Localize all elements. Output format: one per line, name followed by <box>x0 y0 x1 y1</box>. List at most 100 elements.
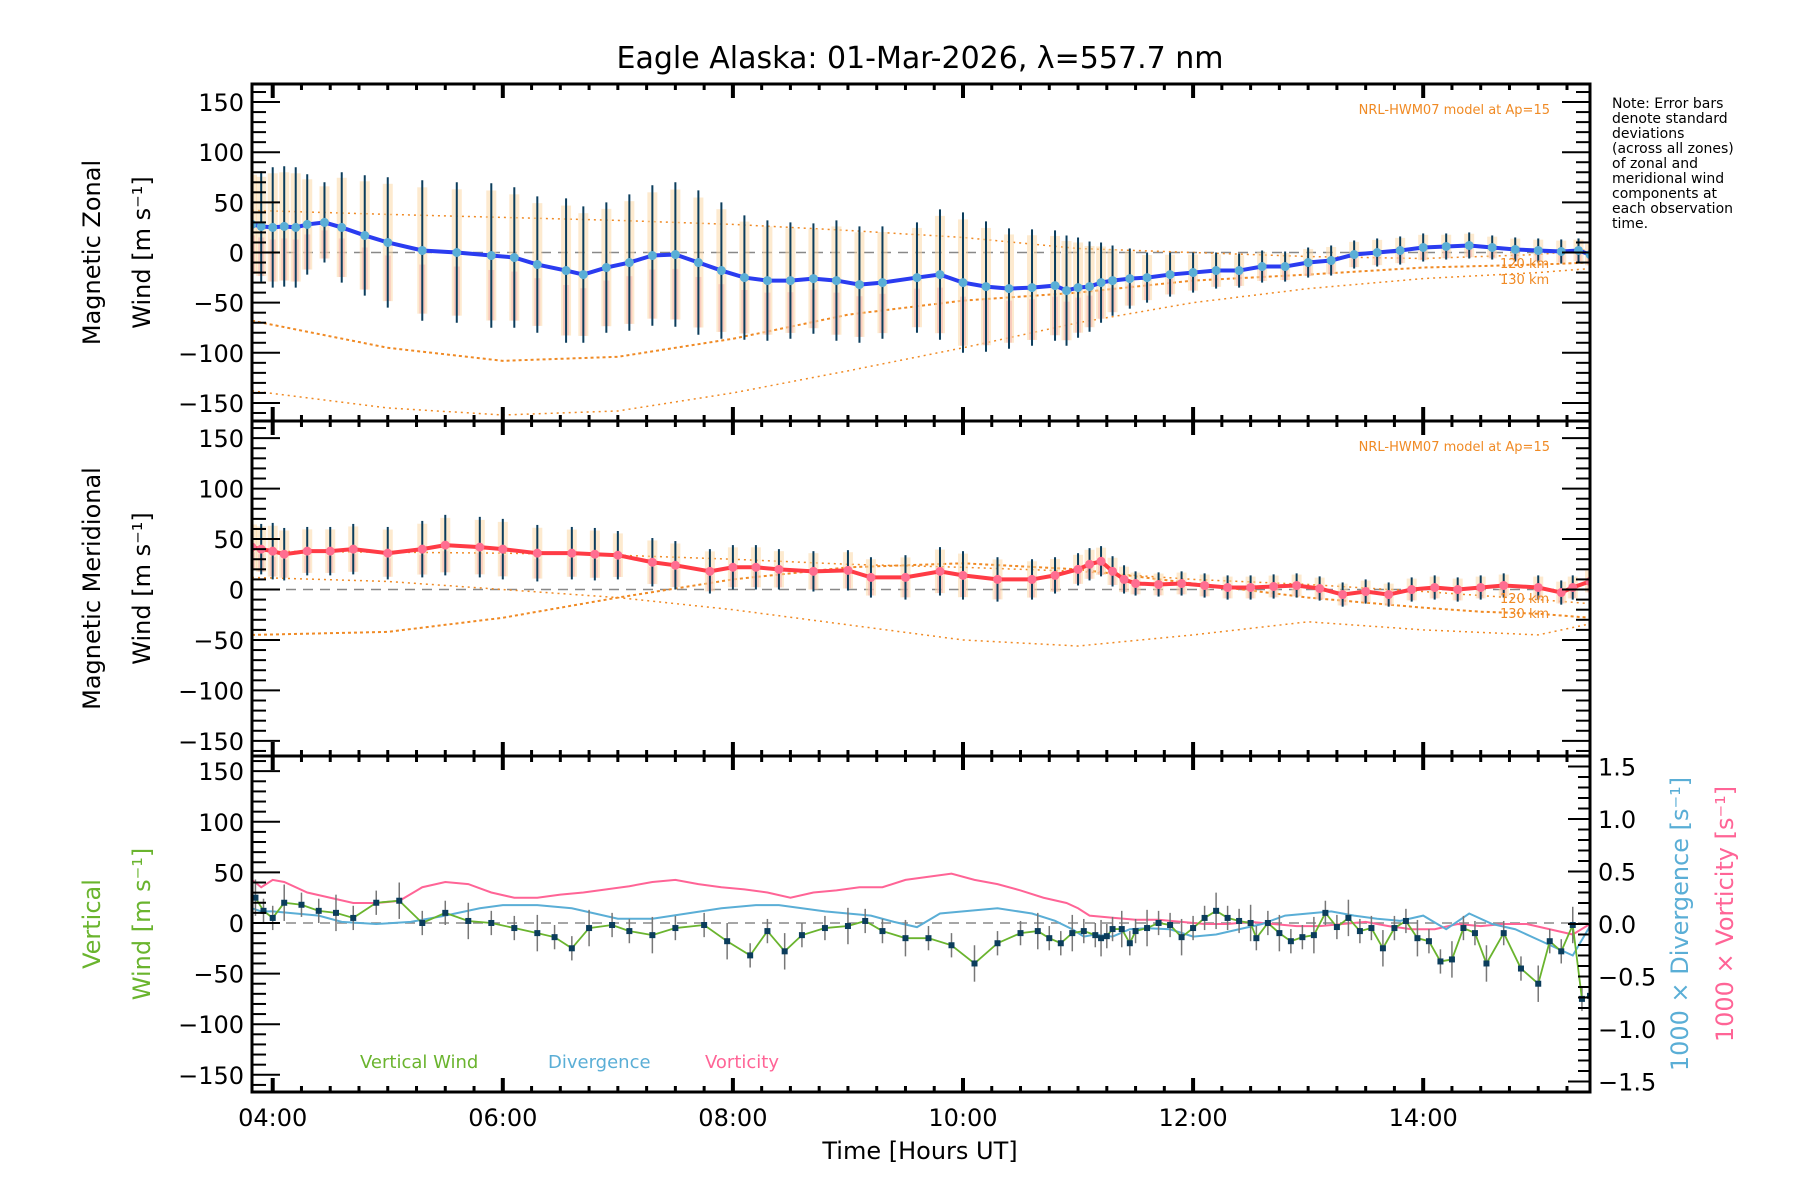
vertical-wind-point <box>1224 914 1231 921</box>
vertical-wind-point <box>609 922 616 929</box>
data-point <box>532 260 542 270</box>
data-point <box>1510 244 1520 254</box>
vertical-wind-point <box>1213 907 1220 914</box>
data-point <box>578 270 588 280</box>
y-tick-label: 150 <box>198 425 244 453</box>
plot-area <box>252 166 1590 416</box>
vertical-wind-point <box>1264 919 1271 926</box>
vertical-wind-point <box>1103 933 1110 940</box>
y-tick-label: 0 <box>229 910 244 938</box>
data-point <box>1556 246 1566 256</box>
data-point <box>601 263 611 273</box>
data-point <box>1315 584 1325 593</box>
data-point <box>1125 274 1135 284</box>
vertical-wind-point <box>1391 925 1398 932</box>
vertical-wind-point <box>269 914 276 921</box>
data-point <box>319 217 329 227</box>
vertical-wind-point <box>1310 932 1317 939</box>
y-axis-label-line1: Magnetic Zonal <box>78 160 106 345</box>
data-point <box>693 258 703 268</box>
vertical-wind-point <box>862 917 869 924</box>
vertical-wind-point <box>1247 919 1254 926</box>
x-tick-label: 12:00 <box>1159 1104 1228 1132</box>
data-point <box>532 548 542 558</box>
vertical-wind-point <box>1333 924 1340 931</box>
vorticity-axis-label: 1000 × Vorticity [s⁻¹] <box>1711 786 1739 1042</box>
vertical-wind-point <box>1118 926 1125 933</box>
y2-tick-label: 1.0 <box>1598 806 1636 834</box>
vertical-wind-point <box>442 909 449 916</box>
chart-title: Eagle Alaska: 01-Mar-2026, λ=557.7 nm <box>617 41 1224 76</box>
y2-tick-label: −1.0 <box>1598 1016 1656 1044</box>
note-line: each observation <box>1612 201 1734 217</box>
y-tick-label: −150 <box>178 1062 244 1090</box>
vertical-wind-point <box>1017 930 1024 937</box>
y2-tick-label: 0.0 <box>1598 911 1636 939</box>
data-point <box>1108 566 1118 576</box>
data-point <box>958 570 968 580</box>
note-line: denote standard <box>1612 111 1728 127</box>
y-tick-label: 50 <box>213 859 244 887</box>
data-point <box>613 550 623 560</box>
data-point <box>337 222 347 232</box>
data-point <box>1108 276 1118 286</box>
data-point <box>475 542 485 552</box>
data-point <box>1211 266 1221 276</box>
data-point <box>912 273 922 283</box>
vertical-wind-point <box>373 899 380 906</box>
y-tick-label: 100 <box>198 476 244 504</box>
data-point <box>647 251 657 261</box>
vertical-wind-point <box>798 932 805 939</box>
panel-frame <box>250 754 1592 1094</box>
data-point <box>1004 284 1014 294</box>
data-point <box>774 564 784 574</box>
vertical-wind-point <box>1368 925 1375 932</box>
plot-area <box>252 872 1590 1012</box>
vertical-wind-point <box>672 925 679 932</box>
data-point <box>383 548 393 558</box>
model-label: NRL-HWM07 model at Ap=15 <box>1359 103 1550 118</box>
vertical-wind-point <box>821 925 828 932</box>
y-tick-label: −50 <box>193 961 244 989</box>
data-point <box>1096 278 1106 288</box>
vertical-wind-point <box>1098 935 1105 942</box>
model-curve <box>252 576 1590 647</box>
y-tick-label: 100 <box>198 139 244 167</box>
altitude-label-130km: 130 km <box>1500 273 1549 288</box>
y-tick-label: 50 <box>213 526 244 554</box>
data-point <box>1246 582 1256 592</box>
data-point <box>1223 582 1233 592</box>
legend-item-divergence: Divergence <box>548 1052 651 1073</box>
data-point <box>590 549 600 559</box>
data-point <box>360 230 370 240</box>
data-point <box>1027 283 1037 293</box>
data-point <box>561 266 571 276</box>
data-point <box>843 565 853 575</box>
vertical-wind-point <box>1379 945 1386 952</box>
data-point <box>1073 564 1083 574</box>
data-point <box>1568 582 1578 592</box>
vertical-wind-point <box>1425 938 1432 945</box>
data-point <box>716 266 726 276</box>
y-tick-label: 150 <box>198 758 244 786</box>
data-point <box>1119 574 1129 584</box>
y-tick-label: −50 <box>193 627 244 655</box>
data-point <box>325 546 335 556</box>
data-point <box>1234 266 1244 276</box>
vertical-wind-point <box>1155 919 1162 926</box>
data-point <box>1430 582 1440 592</box>
legend-item-vorticity: Vorticity <box>705 1052 779 1073</box>
vertical-wind-point <box>948 942 955 949</box>
data-point <box>1200 580 1210 590</box>
vertical-wind-point <box>701 922 708 929</box>
vertical-wind-point <box>1483 960 1490 967</box>
mean-line <box>252 220 1590 293</box>
data-point <box>1418 242 1428 252</box>
vertical-wind-point <box>396 897 403 904</box>
vertical-wind-point <box>1287 938 1294 945</box>
vertical-wind-point <box>1460 925 1467 932</box>
vertical-wind-point <box>747 952 754 959</box>
vertical-wind-point <box>1080 928 1087 935</box>
altitude-label-130km: 130 km <box>1500 607 1549 622</box>
data-point <box>1280 262 1290 272</box>
